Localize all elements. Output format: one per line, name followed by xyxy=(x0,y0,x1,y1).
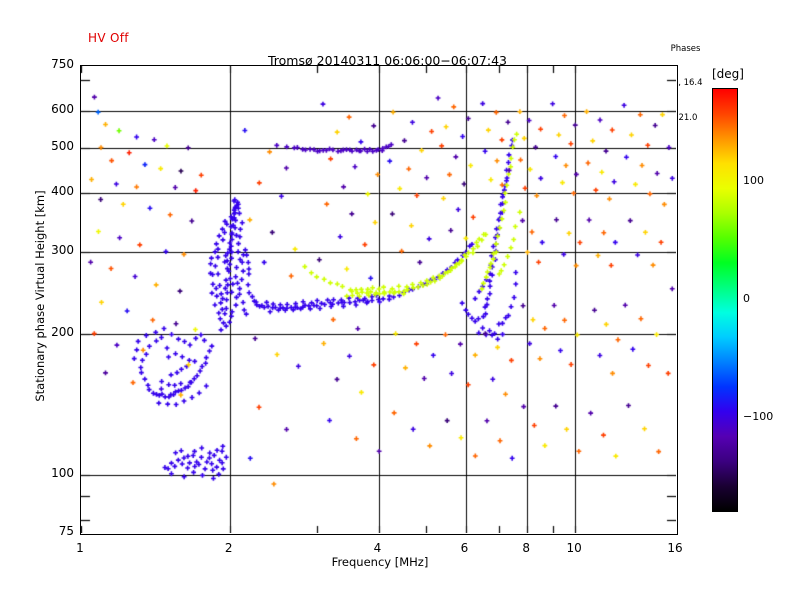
x-tick-label: 6 xyxy=(460,541,469,555)
y-tick-label: 100 xyxy=(51,465,74,480)
y-tick-label: 500 xyxy=(51,139,74,154)
phase-stats-heading: Phases xyxy=(670,43,701,54)
x-tick-label: 10 xyxy=(566,541,582,555)
colorbar-tick-label: 0 xyxy=(743,292,750,305)
y-axis-label: Stationary phase Virtual Height [km] xyxy=(32,190,47,402)
x-tick-label: 2 xyxy=(224,541,233,555)
y-tick-label: 750 xyxy=(51,57,74,71)
y-tick-label: 400 xyxy=(51,184,74,199)
scatter-canvas xyxy=(81,66,676,533)
x-axis-label: Frequency [MHz] xyxy=(331,555,429,569)
ionogram-plot-area xyxy=(80,65,678,535)
phase-colorbar xyxy=(712,88,738,512)
y-tick-label: 75 xyxy=(58,524,74,538)
x-tick-label: 16 xyxy=(667,541,683,555)
x-tick-label: 1 xyxy=(76,541,84,555)
y-tick-label: 600 xyxy=(51,102,74,117)
hv-status-label: HV Off xyxy=(88,31,129,45)
x-tick-label: 8 xyxy=(522,541,531,555)
y-tick-label: 300 xyxy=(51,242,74,257)
y-tick-label: 200 xyxy=(51,325,74,340)
colorbar-tick-label: 100 xyxy=(743,174,764,188)
x-tick-label: 4 xyxy=(373,541,382,555)
plot-title-line1: Tromsø 20140311 06:06:00−06:07:43 xyxy=(268,53,507,69)
colorbar-tick-label: −100 xyxy=(743,409,774,423)
colorbar-unit-label: [deg] xyxy=(712,67,744,81)
